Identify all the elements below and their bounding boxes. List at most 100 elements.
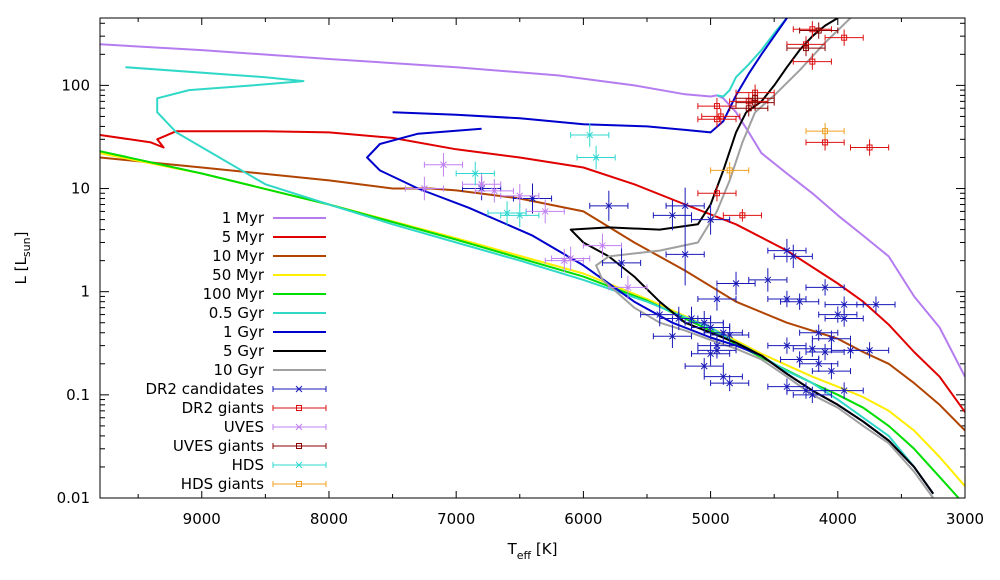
legend-entry-dr2-candidates: DR2 candidates [145, 380, 327, 398]
data-point-hds [576, 145, 616, 170]
legend-label: 10 Myr [212, 247, 265, 265]
y-tick-label: 10 [71, 180, 90, 198]
data-point-dr2-candidates [824, 382, 864, 399]
data-point-dr2-candidates [856, 296, 896, 313]
data-point-dr2-giants [722, 209, 762, 222]
legend-entry-uves: UVES [224, 418, 327, 436]
data-point-hds [570, 123, 610, 147]
plot-frame [99, 17, 966, 499]
legend-entry-5-myr: 5 Myr [222, 228, 326, 246]
data-point-uves-giants [799, 22, 839, 39]
data-point-dr2-giants [701, 108, 741, 125]
data-point-dr2-giants [850, 139, 890, 156]
data-point-dr2-candidates [691, 204, 731, 235]
data-point-dr2-candidates [652, 324, 693, 348]
data-point-dr2-candidates [691, 342, 731, 366]
x-tick-label: 8000 [310, 510, 348, 528]
data-point-uves [525, 199, 565, 224]
data-point-dr2-candidates [767, 337, 807, 354]
data-point-dr2-candidates [780, 293, 820, 310]
legend-entry-0-5-gyr: 0.5 Gyr [209, 304, 326, 322]
series-line-10-gyr [595, 111, 935, 498]
series-line-0-5-gyr [125, 66, 935, 495]
legend-entry-1-gyr: 1 Gyr [223, 323, 326, 341]
legend-label: 100 Myr [203, 285, 265, 303]
data-point-dr2-candidates [818, 306, 858, 323]
data-point-dr2-candidates [811, 330, 852, 347]
data-point-dr2-candidates [792, 386, 832, 404]
data-point-uves-giants [786, 39, 826, 57]
data-point-dr2-candidates [786, 382, 826, 399]
data-point-dr2-candidates [748, 268, 788, 292]
chart-series [100, 18, 965, 498]
y-axis-label: L [Lsun] [12, 232, 33, 285]
legend-entry-hds-giants: HDS giants [181, 475, 327, 493]
data-point-uves-giants [735, 90, 775, 107]
legend-label: 0.5 Gyr [209, 304, 265, 322]
data-point-dr2-candidates [697, 287, 737, 311]
data-point-hds-giants [805, 122, 845, 140]
data-point-dr2-candidates [824, 310, 864, 327]
data-point-dr2-candidates [805, 343, 845, 361]
x-tick-label: 5000 [691, 510, 729, 528]
data-point-dr2-candidates [684, 357, 724, 375]
data-point-dr2-candidates [792, 340, 832, 357]
legend-entry-1-myr: 1 Myr [222, 209, 326, 227]
legend-label: 50 Myr [212, 266, 265, 284]
series-line-1-gyr [392, 18, 788, 134]
data-point-dr2-giants [697, 97, 737, 115]
series-line-5-gyr [569, 111, 935, 495]
data-point-dr2-candidates [773, 244, 813, 269]
data-point-hds-giants [710, 162, 750, 179]
data-point-dr2-candidates [799, 355, 839, 372]
data-point-dr2-giants [824, 29, 864, 46]
data-point-dr2-candidates [652, 200, 693, 231]
legend-label: DR2 candidates [145, 380, 264, 398]
series-line-10-myr [100, 156, 965, 432]
data-point-dr2-candidates [512, 183, 553, 214]
data-point-uves [404, 176, 444, 201]
data-point-dr2-candidates [697, 342, 737, 359]
legend-label: 5 Gyr [223, 342, 265, 360]
data-point-uves [544, 248, 584, 273]
data-point-dr2-candidates [703, 368, 743, 385]
legend-entry-uves-giants: UVES giants [173, 437, 327, 455]
data-point-hds [455, 161, 495, 186]
series-line-5-myr [100, 130, 965, 413]
x-tick-label: 3000 [946, 510, 984, 528]
legend-label: UVES [224, 418, 264, 436]
data-point-dr2-giants [697, 185, 737, 202]
data-point-dr2-candidates [710, 374, 750, 392]
data-point-dr2-giants [792, 21, 832, 38]
data-point-uves [474, 179, 514, 203]
data-point-dr2-candidates [767, 290, 807, 308]
legend-label: HDS [232, 456, 264, 474]
legend-entry-10-gyr: 10 Gyr [213, 361, 326, 379]
legend-label: 5 Myr [222, 228, 265, 246]
data-point-dr2-candidates [601, 247, 642, 279]
series-line-0-5-gyr [716, 18, 788, 98]
legend-entry-5-gyr: 5 Gyr [223, 342, 326, 360]
data-point-dr2-giants [792, 53, 832, 70]
legend-label: 1 Gyr [223, 323, 265, 341]
data-point-dr2-candidates [665, 187, 705, 224]
data-point-uves [608, 275, 648, 300]
data-point-dr2-candidates [716, 271, 756, 296]
legend-label: 1 Myr [222, 209, 265, 227]
y-tick-label: 0.1 [66, 386, 90, 404]
data-point-uves-giants [729, 100, 769, 117]
x-tick-label: 4000 [819, 510, 857, 528]
legend-label: 10 Gyr [213, 361, 264, 379]
y-tick-label: 100 [61, 76, 90, 94]
x-axis-label: Teff [K] [507, 540, 558, 562]
series-line-1-gyr [366, 127, 935, 495]
legend-entry-hds: HDS [232, 456, 327, 474]
legend-label: DR2 giants [182, 399, 265, 417]
legend-entry-100-myr: 100 Myr [203, 285, 326, 303]
x-tick-label: 9000 [183, 510, 221, 528]
data-point-dr2-candidates [805, 279, 845, 296]
data-point-dr2-candidates [767, 238, 807, 263]
legend-entry-dr2-giants: DR2 giants [182, 399, 327, 417]
